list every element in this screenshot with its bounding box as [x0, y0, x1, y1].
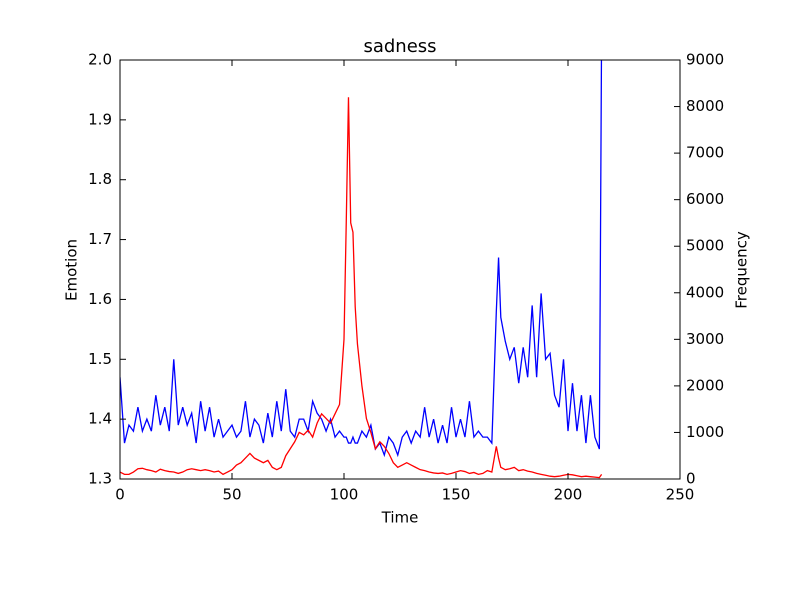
x-tick-label: 150 [442, 486, 471, 504]
plot-frame [119, 59, 681, 480]
y2-tick-label: 6000 [686, 190, 724, 208]
y-tick-label: 1.5 [88, 350, 112, 368]
y2-tick-label: 9000 [686, 51, 724, 69]
x-tick-label: 200 [554, 486, 583, 504]
y-tick-label: 1.4 [88, 410, 112, 428]
y-tick-label: 1.3 [88, 470, 112, 488]
y2-tick-label: 2000 [686, 376, 724, 394]
y2-tick-label: 4000 [686, 283, 724, 301]
x-tick-label: 100 [330, 486, 359, 504]
y-axis-label: Emotion [63, 239, 81, 301]
x-tick-label: 50 [222, 486, 241, 504]
x-axis-label: Time [381, 509, 419, 527]
x-tick-label: 250 [666, 486, 695, 504]
y-tick-label: 1.6 [88, 290, 112, 308]
y-tick-label: 1.9 [88, 110, 112, 128]
chart-title: sadness [363, 36, 436, 57]
y-tick-label: 2.0 [88, 51, 112, 69]
y-tick-label: 1.8 [88, 170, 112, 188]
y2-tick-label: 1000 [686, 423, 724, 441]
y2-tick-label: 0 [686, 470, 696, 488]
y2-tick-label: 7000 [686, 144, 724, 162]
y-tick-label: 1.7 [88, 230, 112, 248]
y2-tick-label: 3000 [686, 330, 724, 348]
y2-tick-label: 8000 [686, 97, 724, 115]
data-line [120, 97, 603, 479]
y2-axis-label: Frequency [733, 231, 751, 309]
y2-tick-label: 5000 [686, 237, 724, 255]
plot-lines [120, 60, 603, 479]
x-tick-label: 0 [115, 486, 125, 504]
data-line [120, 60, 603, 458]
